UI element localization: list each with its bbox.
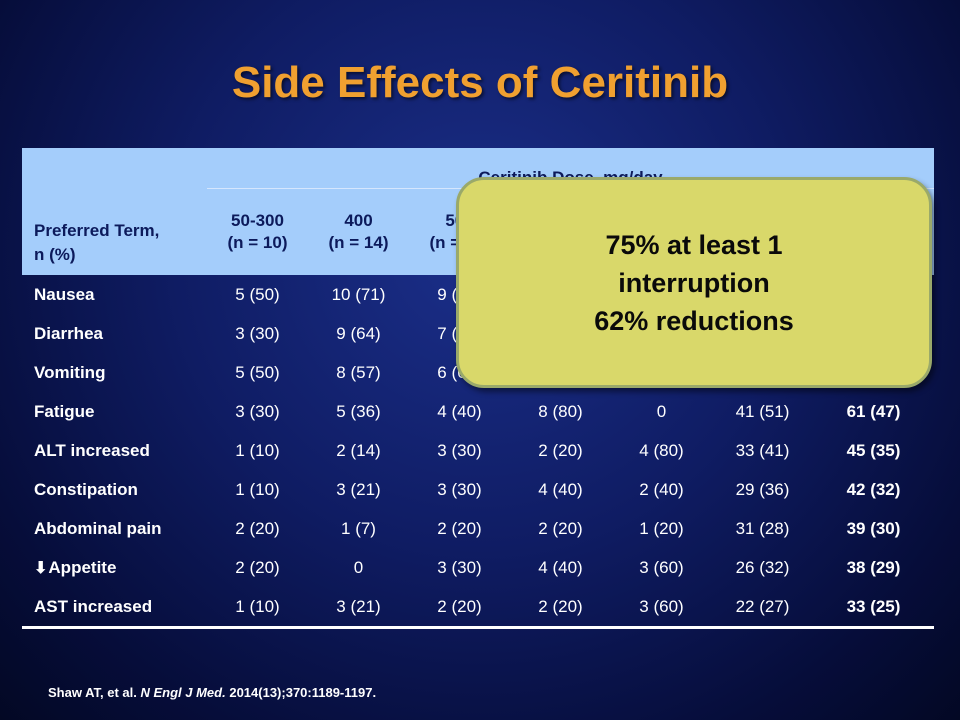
citation: Shaw AT, et al. N Engl J Med. 2014(13);3… [48, 685, 376, 700]
value-cell: 1 (10) [235, 479, 280, 499]
preferred-term-cell: ALT increased [22, 431, 207, 470]
value-cell: 0 [353, 557, 364, 577]
preferred-term-label: ALT increased [34, 440, 150, 460]
preferred-term-cell: ⬇Appetite [22, 548, 207, 587]
dose-label: 400 [344, 211, 373, 230]
value-cell: 8 (80) [538, 401, 583, 421]
dose-n-label: (n = 10) [227, 233, 288, 252]
value-cell: 26 (32) [735, 557, 790, 577]
table-row: Fatigue 3 (30) 5 (36) 4 (40) 8 (80) 0 41 (51) 6… [22, 392, 934, 431]
value-cell: 1 (7) [341, 518, 376, 538]
value-cell: 9 (64) [336, 323, 381, 343]
value-cell: 2 (20) [510, 587, 611, 629]
value-cell: 2 (20) [538, 518, 583, 538]
citation-details: 2014(13);370:1189-1197. [229, 685, 377, 700]
term-header-line2: n (%) [34, 245, 76, 264]
value-cell: 3 (21) [308, 587, 409, 629]
value-cell: 8 (57) [336, 362, 381, 382]
preferred-term-cell: Vomiting [22, 353, 207, 392]
value-cell: 3 (30) [235, 401, 280, 421]
table-row: ALT increased 1 (10) 2 (14) 3 (30) 2 (20) 4 (… [22, 431, 934, 470]
value-cell: 4 (40) [538, 479, 583, 499]
preferred-term-cell: Fatigue [22, 392, 207, 431]
preferred-term-label: Constipation [34, 479, 138, 499]
value-cell: 5 (36) [336, 401, 381, 421]
value-cell: 2 (20) [437, 518, 482, 538]
preferred-term-label: Vomiting [34, 362, 106, 382]
preferred-term-label: AST increased [34, 596, 153, 616]
callout-line3: 62% reductions [594, 305, 794, 336]
value-cell: 3 (60) [611, 587, 712, 629]
dose-column-header: 50-300 (n = 10) [207, 188, 308, 275]
value-cell: 3 (30) [437, 557, 482, 577]
preferred-term-cell: Constipation [22, 470, 207, 509]
callout-box: 75% at least 1 interruption 62% reductio… [456, 177, 932, 388]
table-row: AST increased 1 (10) 3 (21) 2 (20) 2 (20) 3 (… [22, 587, 935, 629]
table-row: ⬇Appetite 2 (20) 0 3 (30) 4 (40) 3 (60) 26 (32… [22, 548, 934, 587]
dose-column-header: 400 (n = 14) [308, 188, 409, 275]
total-value-cell: 33 (25) [813, 587, 935, 629]
dose-label: 50-300 [231, 211, 284, 230]
callout-line1: 75% at least 1 [605, 229, 783, 260]
value-cell: 2 (20) [235, 518, 280, 538]
value-cell: 1 (10) [235, 440, 280, 460]
value-cell: 22 (27) [712, 587, 813, 629]
value-cell: 3 (30) [437, 440, 482, 460]
value-cell: 29 (36) [735, 479, 790, 499]
preferred-term-cell: Diarrhea [22, 314, 207, 353]
total-value-cell: 39 (30) [846, 518, 901, 538]
slide-title: Side Effects of Ceritinib [231, 58, 729, 107]
value-cell: 2 (20) [235, 557, 280, 577]
value-cell: 5 (50) [235, 362, 280, 382]
term-column-header: Preferred Term, n (%) [22, 148, 207, 275]
value-cell: 0 [656, 401, 667, 421]
value-cell: 3 (30) [437, 479, 482, 499]
value-cell: 5 (50) [235, 284, 280, 304]
citation-authors: Shaw AT, et al. [48, 685, 137, 700]
value-cell: 3 (21) [336, 479, 381, 499]
value-cell: 2 (20) [538, 440, 583, 460]
value-cell: 1 (20) [639, 518, 684, 538]
total-value-cell: 45 (35) [846, 440, 901, 460]
down-arrow-icon: ⬇ [34, 559, 48, 577]
value-cell: 10 (71) [331, 284, 386, 304]
preferred-term-label: Appetite [48, 557, 117, 577]
value-cell: 31 (28) [735, 518, 790, 538]
citation-journal: N Engl J Med. [140, 685, 226, 700]
table-header-group-row: Preferred Term, n (%) Ceritinib Dose, mg… [22, 148, 935, 275]
preferred-term-label: Diarrhea [34, 323, 103, 343]
dose-n-label: (n = 14) [328, 233, 389, 252]
preferred-term-cell: AST increased [22, 587, 207, 629]
preferred-term-label: Fatigue [34, 401, 95, 421]
total-value-cell: 42 (32) [846, 479, 901, 499]
value-cell: 41 (51) [735, 401, 790, 421]
table-row: Constipation 1 (10) 3 (21) 3 (30) 4 (40) 2 (4… [22, 470, 934, 509]
preferred-term-cell: Nausea [22, 275, 207, 314]
value-cell: 4 (40) [538, 557, 583, 577]
value-cell: 3 (60) [639, 557, 684, 577]
value-cell: 4 (40) [437, 401, 482, 421]
value-cell: 2 (14) [336, 440, 381, 460]
term-header-line1: Preferred Term, [34, 221, 160, 240]
value-cell: 33 (41) [735, 440, 790, 460]
value-cell: 1 (10) [207, 587, 308, 629]
value-cell: 3 (30) [235, 323, 280, 343]
table-row: Abdominal pain 2 (20) 1 (7) 2 (20) 2 (20) 1 (… [22, 509, 934, 548]
total-value-cell: 38 (29) [846, 557, 901, 577]
value-cell: 2 (20) [409, 587, 510, 629]
preferred-term-cell: Abdominal pain [22, 509, 207, 548]
value-cell: 2 (40) [639, 479, 684, 499]
value-cell: 4 (80) [639, 440, 684, 460]
preferred-term-label: Nausea [34, 284, 95, 304]
preferred-term-label: Abdominal pain [34, 518, 162, 538]
total-value-cell: 61 (47) [846, 401, 901, 421]
callout-line2: interruption [618, 267, 770, 298]
